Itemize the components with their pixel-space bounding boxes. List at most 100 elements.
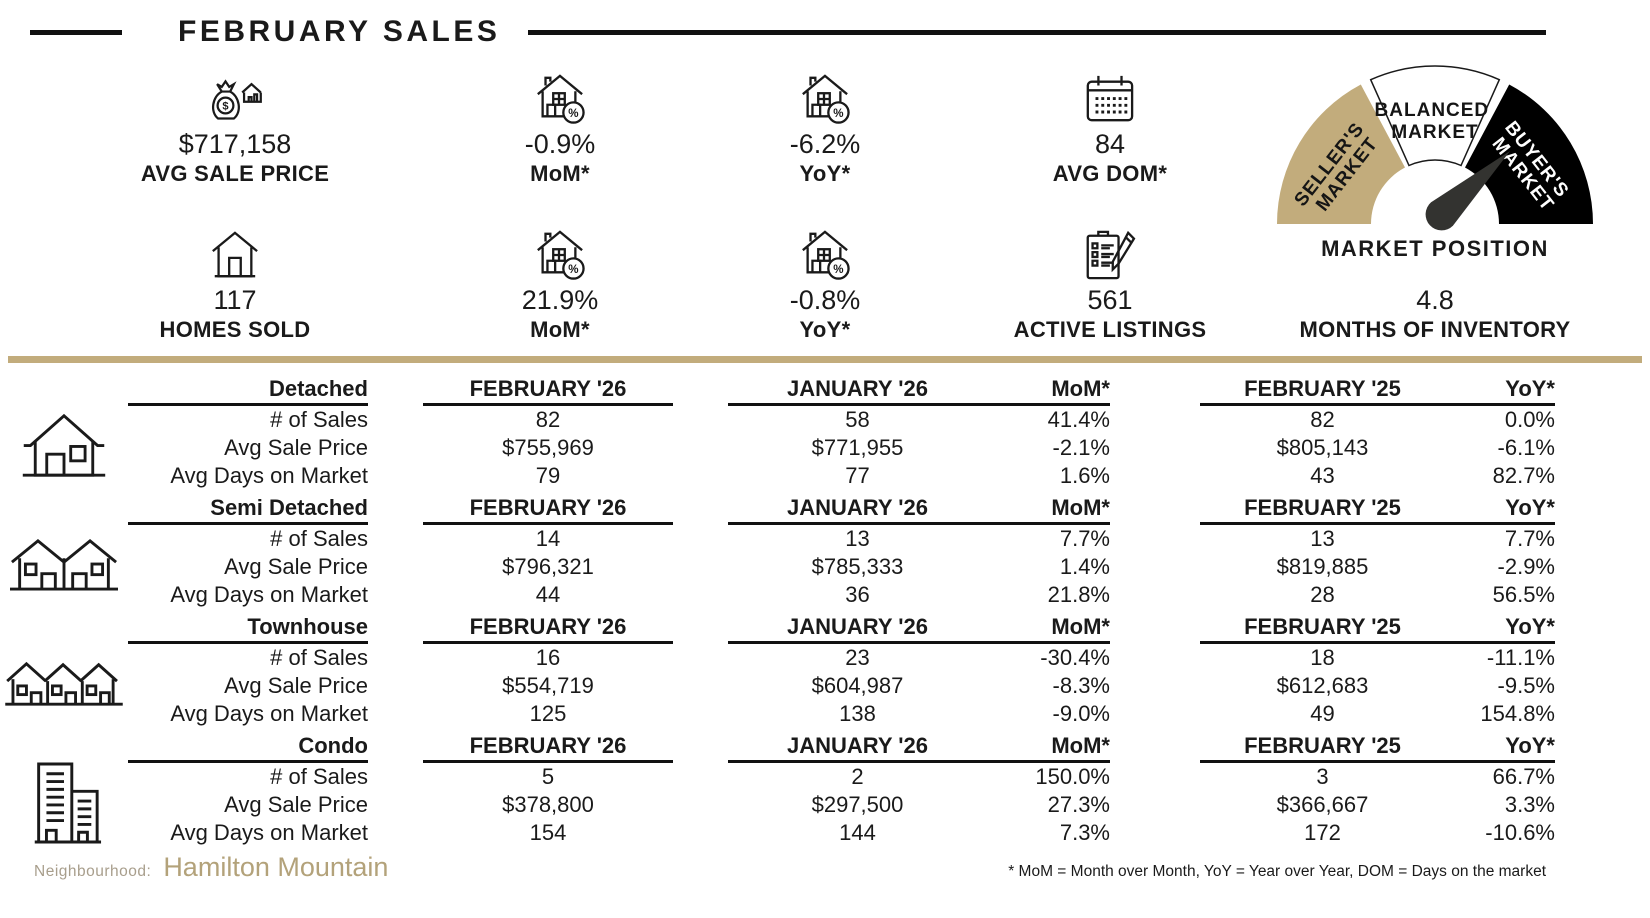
- market-position-gauge: SELLER'S MARKET BALANCED MARKET BUYER'S …: [1220, 52, 1650, 348]
- table-cell: 0.0%: [1504, 406, 1555, 432]
- stat-sold-mom: % 21.9% MoM*: [470, 192, 650, 348]
- table-cell: 7.7%: [1504, 525, 1555, 551]
- column-header: FEBRUARY '26: [423, 733, 673, 763]
- property-type-label: Semi Detached: [128, 495, 368, 525]
- house-percent-icon: %: [533, 229, 587, 281]
- table-row: Avg Sale Price $554,719 $604,987 -8.3% $…: [128, 672, 1650, 700]
- table-cell: 14: [535, 525, 561, 551]
- table-row: # of Sales 16 23 -30.4% 18 -11.1%: [128, 644, 1650, 672]
- row-label: Avg Sale Price: [224, 791, 368, 817]
- row-label: # of Sales: [270, 525, 368, 551]
- table-cell: 82: [1310, 406, 1335, 432]
- footnote: * MoM = Month over Month, YoY = Year ove…: [1008, 863, 1546, 880]
- townhouse-icon: [0, 609, 128, 728]
- table-cell: 150.0%: [1035, 763, 1110, 789]
- table-cell: 28: [1310, 581, 1335, 607]
- stat-label: AVG SALE PRICE: [140, 160, 330, 186]
- table-cell: 82: [535, 406, 561, 432]
- svg-text:%: %: [833, 108, 843, 120]
- table-cell: $796,321: [502, 553, 594, 579]
- row-label: Avg Days on Market: [170, 700, 368, 726]
- table-row: Avg Sale Price $378,800 $297,500 27.3% $…: [128, 791, 1650, 819]
- column-header: MoM*: [1012, 376, 1110, 406]
- table-cell: $297,500: [811, 791, 904, 817]
- house-percent-icon: %: [798, 73, 852, 125]
- row-label: Avg Sale Price: [224, 672, 368, 698]
- table-cell: -9.0%: [1052, 700, 1110, 726]
- table-row: Avg Days on Market 154 144 7.3% 172 -10.…: [128, 819, 1650, 847]
- table-cell: 1.6%: [1059, 462, 1110, 488]
- page-title: FEBRUARY SALES: [178, 15, 501, 48]
- stat-value: -0.9%: [524, 129, 596, 160]
- table-cell: 77: [845, 462, 870, 488]
- table-cell: 23: [845, 644, 870, 670]
- table-cell: $378,800: [502, 791, 594, 817]
- table-cell: 21.8%: [1047, 581, 1110, 607]
- money-bag-house-icon: $: [206, 73, 264, 125]
- column-header: MoM*: [1012, 495, 1110, 525]
- stat-label: MONTHS OF INVENTORY: [1299, 316, 1571, 342]
- column-header: FEBRUARY '25: [1200, 376, 1445, 406]
- column-header: MoM*: [1012, 733, 1110, 763]
- stat-label: HOMES SOLD: [159, 316, 311, 342]
- table-group-condo: Condo FEBRUARY '26 JANUARY '26 MoM* FEBR…: [0, 728, 1650, 848]
- table-cell: 58: [845, 406, 870, 432]
- row-label: # of Sales: [270, 763, 368, 789]
- gauge-title: MARKET POSITION: [1321, 236, 1549, 261]
- gauge-needle: [1425, 151, 1510, 231]
- table-cell: $612,683: [1276, 672, 1369, 698]
- table-cell: 43: [1310, 462, 1335, 488]
- table-cell: 79: [535, 462, 561, 488]
- gauge-segment-balanced: [1369, 65, 1501, 167]
- stat-label: MoM*: [530, 316, 590, 342]
- column-header: FEBRUARY '25: [1200, 614, 1445, 644]
- stat-label: YoY*: [799, 160, 851, 186]
- stat-price-mom: % -0.9% MoM*: [470, 52, 650, 192]
- table-row: # of Sales 14 13 7.7% 13 7.7%: [128, 525, 1650, 553]
- table-group-detached: Detached FEBRUARY '26 JANUARY '26 MoM* F…: [0, 371, 1650, 490]
- table-cell: $771,955: [811, 434, 904, 460]
- table-cell: $785,333: [811, 553, 904, 579]
- neighbourhood-value: Hamilton Mountain: [163, 852, 389, 882]
- table-cell: 172: [1304, 819, 1341, 845]
- table-row: Avg Days on Market 79 77 1.6% 43 82.7%: [128, 462, 1650, 490]
- table-cell: -6.1%: [1497, 434, 1555, 460]
- stat-value: 84: [1094, 129, 1126, 160]
- gauge-segment-buyers: [1465, 84, 1593, 224]
- table-cell: -9.5%: [1497, 672, 1555, 698]
- column-header: JANUARY '26: [728, 614, 1012, 644]
- table-cell: 82.7%: [1492, 462, 1555, 488]
- stat-active-listings: 561 ACTIVE LISTINGS: [1000, 192, 1220, 348]
- table-cell: 41.4%: [1047, 406, 1110, 432]
- column-header: JANUARY '26: [728, 733, 1012, 763]
- table-cell: 154.8%: [1480, 700, 1555, 726]
- balanced-market-label: BALANCED MARKET: [1375, 100, 1496, 143]
- table-cell: -30.4%: [1040, 644, 1110, 670]
- table-group-townhouse: Townhouse FEBRUARY '26 JANUARY '26 MoM* …: [0, 609, 1650, 728]
- stat-value: 21.9%: [521, 285, 599, 316]
- stat-value: 4.8: [1416, 285, 1454, 316]
- row-label: Avg Days on Market: [170, 819, 368, 845]
- column-header: YoY*: [1445, 614, 1555, 644]
- table-cell: -2.1%: [1052, 434, 1110, 460]
- table-row: Avg Sale Price $755,969 $771,955 -2.1% $…: [128, 434, 1650, 462]
- stat-label: MoM*: [530, 160, 590, 186]
- stat-label: YoY*: [799, 316, 851, 342]
- condo-buildings-icon: [0, 728, 128, 848]
- row-label: # of Sales: [270, 406, 368, 432]
- stat-label: AVG DOM*: [1052, 160, 1168, 186]
- stat-avg-sale-price: $ $717,158 AVG SALE PRICE: [0, 52, 470, 192]
- house-percent-icon: %: [533, 73, 587, 125]
- table-cell: -2.9%: [1497, 553, 1555, 579]
- title-rule-right: [528, 29, 1546, 35]
- property-type-label: Detached: [128, 376, 368, 406]
- report-footer: Neighbourhood: Hamilton Mountain * MoM = …: [0, 848, 1650, 883]
- stat-label: ACTIVE LISTINGS: [1013, 316, 1207, 342]
- column-header: MoM*: [1012, 614, 1110, 644]
- table-cell: 5: [541, 763, 555, 789]
- table-cell: $805,143: [1276, 434, 1369, 460]
- table-cell: 13: [1310, 525, 1335, 551]
- table-cell: -10.6%: [1485, 819, 1555, 845]
- stat-value: -6.2%: [789, 129, 861, 160]
- stat-value: $717,158: [178, 129, 292, 160]
